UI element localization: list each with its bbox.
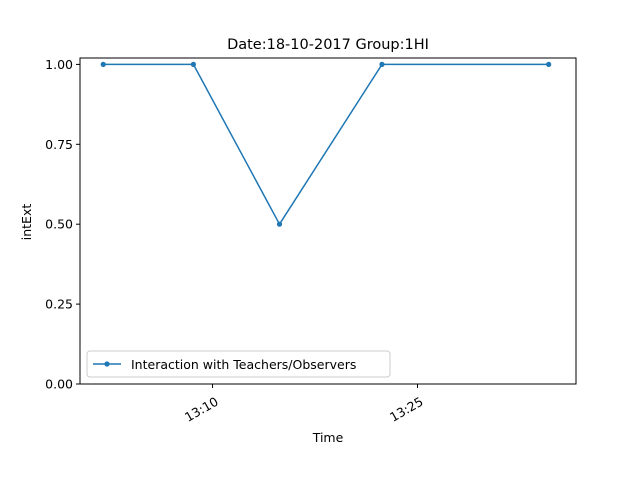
x-axis-label: Time [312,430,344,445]
legend: Interaction with Teachers/Observers [86,350,391,378]
data-point [546,61,552,67]
data-point [379,61,385,67]
chart-title: Date:18-10-2017 Group:1HI [227,37,429,53]
x-tick-label: 13:10 [182,394,221,425]
y-tick-label: 0.75 [45,137,73,152]
y-axis: 0.00 0.25 0.50 0.75 1.00 [45,57,80,392]
y-tick-label: 0.50 [45,217,73,232]
y-tick-label: 1.00 [45,57,73,72]
y-axis-label: intExt [19,204,34,241]
series-layer [100,61,552,227]
legend-label: Interaction with Teachers/Observers [131,357,356,372]
data-point [276,221,283,227]
data-point [190,61,197,67]
x-tick-label: 13:25 [387,394,426,425]
plot-area-frame [79,57,577,385]
y-tick-label: 0.00 [45,377,73,392]
legend-box [86,350,391,378]
y-tick-label: 0.25 [45,297,73,312]
series-line [103,63,549,225]
data-point [100,61,106,67]
x-axis: 13:10 13:25 [182,384,426,425]
legend-swatch-marker [104,361,110,367]
